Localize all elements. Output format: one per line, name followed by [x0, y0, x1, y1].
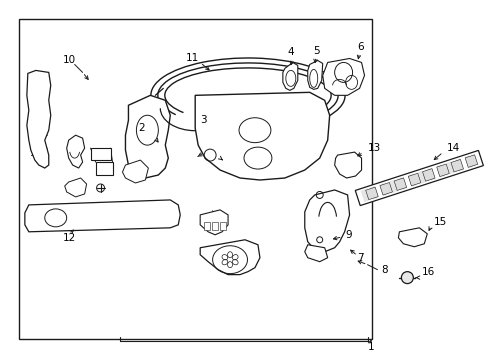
Text: 16: 16: [421, 267, 434, 276]
Polygon shape: [64, 178, 86, 197]
Bar: [220, 222, 225, 230]
Bar: [417, 171, 425, 184]
Polygon shape: [122, 160, 148, 183]
Text: 7: 7: [357, 253, 364, 263]
Polygon shape: [66, 135, 84, 168]
Bar: [464, 156, 472, 168]
Polygon shape: [282, 62, 297, 90]
Polygon shape: [322, 58, 364, 95]
Bar: [435, 165, 444, 177]
Bar: [407, 174, 416, 187]
Text: 5: 5: [312, 45, 319, 55]
Text: 4: 4: [287, 48, 294, 58]
Bar: [464, 155, 477, 167]
Bar: [393, 178, 406, 190]
Bar: [388, 180, 397, 193]
Bar: [365, 187, 377, 200]
Bar: [454, 158, 463, 171]
Text: 6: 6: [357, 41, 364, 51]
Bar: [422, 168, 434, 181]
Polygon shape: [304, 245, 327, 262]
Bar: [436, 164, 448, 177]
Bar: [212, 222, 218, 230]
Text: 11: 11: [186, 54, 199, 63]
Polygon shape: [125, 95, 170, 178]
Text: 14: 14: [447, 143, 460, 153]
Polygon shape: [304, 190, 349, 252]
Text: 9: 9: [345, 230, 351, 240]
Polygon shape: [25, 200, 180, 232]
Polygon shape: [95, 162, 112, 175]
Text: 2: 2: [138, 123, 145, 133]
Polygon shape: [200, 210, 227, 235]
Text: 3: 3: [200, 115, 206, 125]
Bar: [360, 189, 368, 202]
Text: 12: 12: [62, 233, 76, 243]
Polygon shape: [307, 60, 322, 89]
Bar: [445, 162, 453, 175]
Bar: [379, 183, 392, 195]
Ellipse shape: [401, 272, 412, 284]
Bar: [398, 177, 406, 190]
Bar: [426, 168, 434, 181]
Polygon shape: [200, 240, 260, 275]
Polygon shape: [27, 71, 51, 168]
Bar: [369, 186, 378, 199]
Bar: [19, 19, 371, 339]
Bar: [379, 183, 387, 196]
Bar: [407, 173, 420, 186]
Text: 13: 13: [367, 143, 380, 153]
Text: 8: 8: [381, 265, 387, 275]
Bar: [355, 150, 482, 206]
Polygon shape: [334, 152, 361, 178]
Polygon shape: [398, 228, 427, 247]
Text: 15: 15: [433, 217, 447, 227]
Polygon shape: [90, 148, 110, 160]
Text: 10: 10: [62, 55, 76, 66]
Polygon shape: [195, 92, 329, 180]
Bar: [203, 222, 210, 230]
Text: 1: 1: [367, 342, 373, 352]
Bar: [450, 159, 463, 172]
